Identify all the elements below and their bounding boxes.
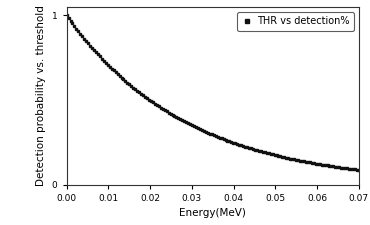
Line: THR vs detection%: THR vs detection% xyxy=(65,14,360,171)
THR vs detection% xyxy=(161,108,165,110)
THR vs detection% xyxy=(180,119,185,122)
Legend: THR vs detection%: THR vs detection% xyxy=(237,12,354,31)
THR vs detection% xyxy=(266,152,271,155)
X-axis label: Energy(MeV): Energy(MeV) xyxy=(179,208,246,218)
THR vs detection% xyxy=(357,169,361,171)
THR vs detection% xyxy=(229,141,233,143)
THR vs detection% xyxy=(306,161,310,163)
Y-axis label: Detection probability vs. threshold: Detection probability vs. threshold xyxy=(36,5,46,186)
THR vs detection% xyxy=(218,136,222,139)
THR vs detection% xyxy=(64,14,69,17)
